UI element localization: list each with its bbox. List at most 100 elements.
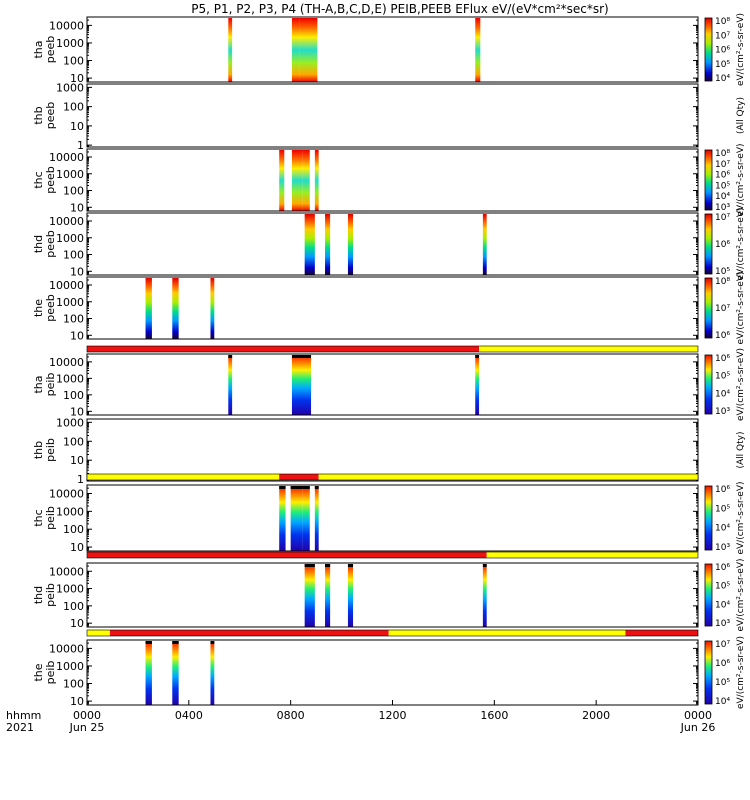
spectrogram-burst [347,214,354,275]
spectrogram-burst [314,486,319,551]
flag-bar-segment [87,474,280,480]
burst-top-edge [172,641,179,644]
colorbar-tick-label: 10³ [715,203,730,213]
y-tick-label: 100 [63,600,84,613]
colorbar-tick-label: 10⁷ [715,31,730,41]
colorbar-tick-label: 10⁴ [715,600,730,610]
x-tick-label: 0000 [73,709,101,722]
x-tick-label: 0800 [277,709,305,722]
colorbar-tick-label: 10⁴ [715,389,730,399]
panel-label: peeb [44,166,57,194]
colorbar-unit-label: eV/(cm²-s-sr-eV) [736,348,746,421]
spectrogram-burst [302,150,310,211]
colorbar-tick-label: 10⁸ [715,149,730,159]
burst-top-edge [291,355,312,358]
y-tick-label: 100 [63,249,84,262]
panel-label: thc [32,509,45,526]
y-tick-label: 10000 [49,356,84,369]
panel-frame [86,148,699,212]
x-tick-label: 1600 [480,709,508,722]
flag-bar-segment [486,552,698,558]
colorbar-tick-label: 10⁵ [715,267,730,277]
spectrogram-burst [475,355,480,415]
burst-top-edge [314,486,319,489]
x-date-label: Jun 25 [69,721,105,734]
y-tick-label: 1000 [56,168,84,181]
colorbar-unit-label: eV/(cm²-s-sr-eV) [736,558,746,631]
panel-frame [86,353,699,416]
panel-label: thd [32,586,45,604]
flag-bar-segment [388,630,626,636]
panel-thd-peeb: 10000 1000 100 10 thd peeb 10⁷ 10⁶ 10⁵ eV/(cm²-s-… [32,207,746,280]
colorbar-tick-label: 10⁵ [715,678,730,688]
flag-bar-frame [86,629,699,637]
panel-thd-peib: 10000 1000 100 10 thd peib 10⁶ 10⁵ 10⁴ 10³ eV/(cm²… [32,551,746,632]
flag-bar-segment [87,346,480,352]
y-tick-label: 1000 [56,296,84,309]
colorbar-unit-label: (All Qty) [736,97,746,134]
spectrogram-burst [325,214,331,275]
spectrogram-burst [291,18,300,82]
colorbar-tick-label: 10⁶ [715,485,730,495]
colorbar-tick-label: 10⁶ [715,563,730,573]
spectrogram-burst [304,564,315,627]
colorbar [704,17,713,82]
flag-bar-frame [86,473,699,481]
panel-label: thb [32,441,45,459]
spectrogram-burst [475,18,481,82]
y-tick-label: 10 [70,329,84,342]
panel-label: peeb [44,230,57,258]
colorbar-tick-label: 10³ [715,543,730,553]
y-tick-label: 10000 [49,151,84,164]
spectrogram-burst [325,564,331,627]
panel-the-peeb: 10000 1000 100 10 the peeb 10⁸ 10⁷ 10⁶ eV/(cm²-s-… [32,271,746,344]
flag-bar-segment [87,630,110,636]
colorbar-unit-label: eV/(cm²-s-sr-eV) [736,207,746,280]
colorbar-unit-label: eV/(cm²-s-sr-eV) [736,636,746,709]
x-date-label: Jun 26 [680,721,716,734]
y-tick-label: 100 [63,435,84,448]
colorbar-tick-label: 10⁵ [715,504,730,514]
spectrogram-burst [314,150,319,211]
panel-label: tha [32,40,45,58]
y-tick-label: 100 [63,678,84,691]
panel-frame [86,212,699,276]
colorbar-tick-label: 10⁶ [715,240,730,250]
spectrogram-burst [299,18,318,82]
colorbar-unit-label: eV/(cm²-s-sr-eV) [736,13,746,86]
colorbar-tick-label: 10³ [715,407,730,417]
spectrogram-burst [210,641,215,705]
spectrogram-burst [291,150,303,211]
colorbar-tick-label: 10⁶ [715,354,730,364]
y-tick-label: 10 [70,72,84,85]
burst-top-edge [325,564,331,567]
colorbar-tick-label: 10⁴ [715,697,730,707]
y-tick-label: 10 [70,541,84,554]
burst-top-edge [304,564,315,567]
panel-tha-peib: 10000 1000 100 10 tha peib 10⁶ 10⁵ 10⁴ 10³ eV/(cm²… [32,345,746,421]
colorbar-tick-label: 10⁶ [715,171,730,181]
y-tick-label: 1000 [56,37,84,50]
panel-label: peeb [44,294,57,322]
panel-label: peib [44,506,57,530]
flag-bar-frame [86,551,699,559]
y-tick-label: 10000 [49,279,84,292]
colorbar-tick-label: 10⁴ [715,74,730,84]
panel-tha-peeb: 10000 1000 100 10 tha peeb 10⁸ 10⁷ 10⁶ 10⁵ 10⁴ eV/(… [32,13,746,86]
panel-thb-peeb: 1000 100 10 1 thb peeb (All Qty) [32,81,746,152]
colorbar-tick-label: 10⁵ [715,372,730,382]
y-tick-label: 1 [77,139,84,152]
colorbar-tick-label: 10⁷ [715,304,730,314]
colorbar-tick-label: 10⁵ [715,181,730,191]
flag-bar-segment [318,474,698,480]
colorbar-tick-label: 10⁵ [715,60,730,70]
x-tick-label: 0400 [175,709,203,722]
y-tick-label: 100 [63,55,84,68]
spectrogram-burst [145,278,152,339]
y-tick-label: 10 [70,120,84,133]
colorbar [704,149,713,211]
flag-bar-segment [625,630,698,636]
colorbar-tick-label: 10⁸ [715,17,730,27]
